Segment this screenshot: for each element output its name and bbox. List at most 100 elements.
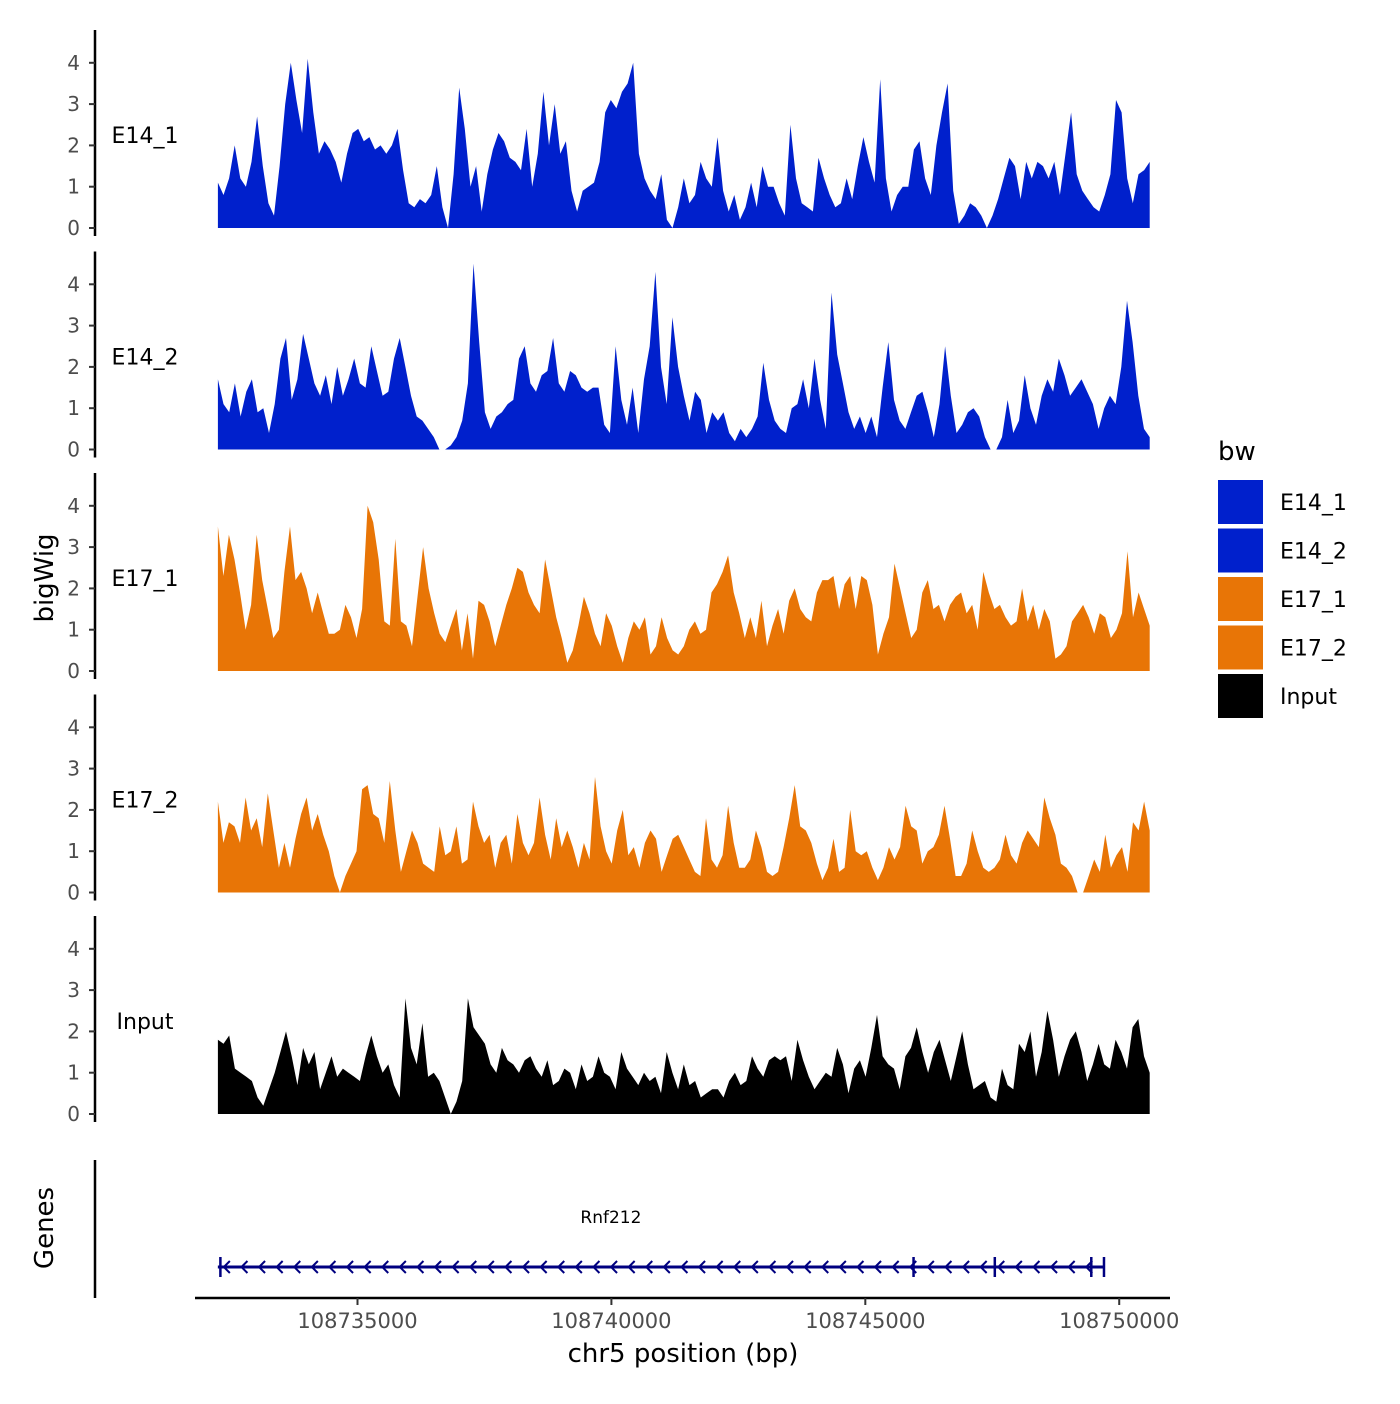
genes-track: Rnf212	[93, 1160, 1106, 1298]
track-label: E14_1	[112, 124, 179, 149]
strand-arrow	[275, 1260, 284, 1274]
track-Input: 0 1 2 3 4 Input	[67, 916, 1150, 1126]
strand-arrow	[486, 1260, 495, 1274]
strand-arrow	[433, 1260, 442, 1274]
y-tick-label: 4	[67, 494, 80, 518]
strand-arrow	[574, 1260, 583, 1274]
strand-arrow	[1014, 1260, 1023, 1274]
strand-arrow	[680, 1260, 689, 1274]
x-tick-label: 108750000	[1059, 1309, 1179, 1333]
track-label: E17_1	[112, 567, 179, 592]
strand-arrow	[996, 1260, 1005, 1274]
strand-arrow	[222, 1260, 231, 1274]
track-E17_2: 0 1 2 3 4 E17_2	[67, 694, 1150, 905]
strand-arrow	[768, 1260, 777, 1274]
y-tick-label: 0	[67, 438, 80, 462]
y-tick-label: 1	[67, 618, 80, 642]
y-tick-label: 4	[67, 937, 80, 961]
legend-title: bw	[1218, 437, 1256, 467]
strand-arrow	[592, 1260, 601, 1274]
strand-arrow	[697, 1260, 706, 1274]
track-label: Input	[117, 1010, 174, 1035]
y-tick-label: 3	[67, 757, 80, 781]
y-tick-label: 2	[67, 355, 80, 379]
signal-area-Input	[217, 998, 1150, 1114]
y-tick-label: 4	[67, 272, 80, 296]
signal-area-E17_2	[217, 776, 1150, 893]
strand-arrow	[1049, 1260, 1058, 1274]
strand-arrow	[539, 1260, 548, 1274]
strand-arrow	[644, 1260, 653, 1274]
legend: bw E14_1 E14_2 E17_1 E17_2 Input	[1218, 437, 1347, 718]
x-axis: 108735000 108740000 108745000 108750000	[195, 1296, 1179, 1333]
legend-swatch-Input	[1218, 674, 1263, 718]
genes-axis-title: Genes	[30, 1187, 60, 1269]
strand-arrow	[345, 1260, 354, 1274]
strand-arrow	[873, 1260, 882, 1274]
y-tick-label: 2	[67, 576, 80, 600]
strand-arrow	[803, 1260, 812, 1274]
y-tick-label: 0	[67, 659, 80, 683]
strand-arrow	[292, 1260, 301, 1274]
y-tick-label: 1	[67, 1061, 80, 1085]
strand-arrow	[328, 1260, 337, 1274]
strand-arrow	[627, 1260, 636, 1274]
strand-arrow	[380, 1260, 389, 1274]
legend-label: E17_1	[1280, 588, 1347, 613]
y-tick-label: 3	[67, 314, 80, 338]
strand-arrow	[838, 1260, 847, 1274]
strand-arrow	[609, 1260, 618, 1274]
strand-arrow	[662, 1260, 671, 1274]
strand-arrow	[750, 1260, 759, 1274]
strand-arrow	[310, 1260, 319, 1274]
track-E17_1: 0 1 2 3 4 E17_1	[67, 473, 1150, 683]
strand-arrow	[785, 1260, 794, 1274]
strand-arrow	[257, 1260, 266, 1274]
legend-label: E14_2	[1280, 540, 1347, 565]
y-tick-label: 3	[67, 535, 80, 559]
y-tick-label: 3	[67, 978, 80, 1002]
y-axis-title: bigWig	[30, 533, 60, 622]
signal-area-E17_1	[217, 505, 1150, 671]
strand-arrow	[979, 1260, 988, 1274]
track-label: E17_2	[112, 789, 179, 814]
strand-arrow	[944, 1260, 953, 1274]
y-tick-label: 1	[67, 396, 80, 420]
legend-label: E14_1	[1280, 491, 1347, 516]
x-tick-label: 108740000	[551, 1309, 671, 1333]
legend-label: E17_2	[1280, 637, 1347, 662]
y-tick-label: 4	[67, 51, 80, 75]
strand-arrow	[468, 1260, 477, 1274]
y-tick-label: 1	[67, 175, 80, 199]
strand-arrow	[363, 1260, 372, 1274]
strand-arrow	[1032, 1260, 1041, 1274]
strand-arrow	[1067, 1260, 1076, 1274]
signal-area-E14_2	[217, 263, 1150, 450]
signal-area-E14_1	[217, 58, 1150, 229]
strand-arrow	[398, 1260, 407, 1274]
strand-arrow	[961, 1260, 970, 1274]
legend-swatch-E14_1	[1218, 480, 1263, 524]
strand-arrow	[820, 1260, 829, 1274]
strand-arrow	[504, 1260, 513, 1274]
strand-arrow	[451, 1260, 460, 1274]
x-tick-label: 108735000	[297, 1309, 417, 1333]
strand-arrow	[891, 1260, 900, 1274]
track-E14_2: 0 1 2 3 4 E14_2	[67, 251, 1150, 462]
legend-swatch-E17_2	[1218, 625, 1263, 670]
tracks-group: 0 1 2 3 4 E14_1 0 1 2 3 4 E14_2 0 1 2 3 4 E17_1 0 1 2 3 4 E17_2…	[67, 30, 1150, 1126]
x-axis-title: chr5 position (bp)	[568, 1339, 799, 1369]
y-tick-label: 3	[67, 92, 80, 116]
gene-label: Rnf212	[580, 1208, 641, 1228]
legend-swatch-E17_1	[1218, 577, 1263, 621]
strand-arrow	[556, 1260, 565, 1274]
strand-arrow	[732, 1260, 741, 1274]
y-tick-label: 2	[67, 798, 80, 822]
x-tick-label: 108745000	[805, 1309, 925, 1333]
y-tick-label: 0	[67, 216, 80, 240]
track-E14_1: 0 1 2 3 4 E14_1	[67, 30, 1150, 240]
strand-arrow	[240, 1260, 249, 1274]
y-tick-label: 1	[67, 839, 80, 863]
